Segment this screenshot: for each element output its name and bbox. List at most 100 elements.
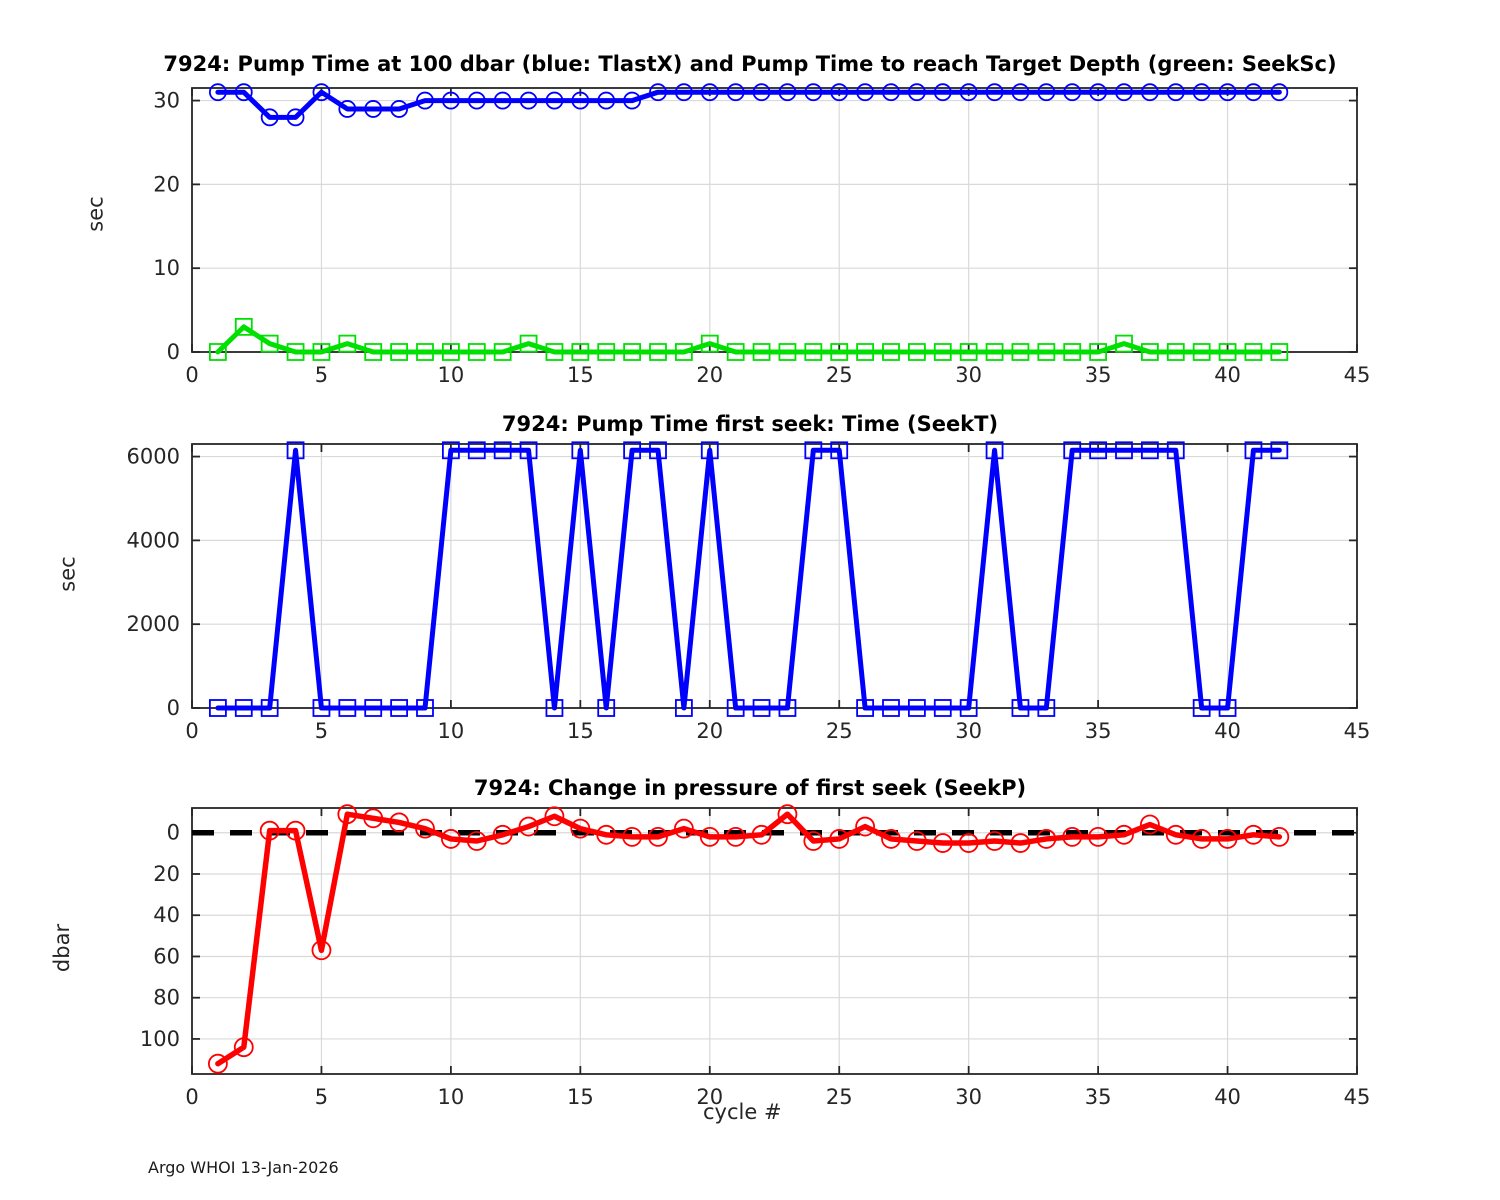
data-point-marker	[933, 343, 952, 361]
x-tick-label: 25	[826, 363, 853, 387]
x-tick-label: 15	[567, 363, 594, 387]
data-point-marker	[907, 699, 926, 717]
data-point-marker	[933, 83, 952, 102]
data-point-marker	[1166, 343, 1185, 361]
data-point-marker	[338, 334, 357, 353]
data-point-marker	[493, 91, 512, 110]
data-point-marker	[544, 806, 565, 827]
data-point-marker	[856, 699, 875, 717]
data-point-marker	[467, 91, 486, 110]
x-tick-label: 15	[567, 719, 594, 743]
data-point-marker	[311, 940, 332, 961]
data-point-marker	[597, 699, 616, 717]
data-point-marker	[726, 83, 745, 102]
x-tick-label: 20	[696, 1085, 723, 1109]
data-point-marker	[519, 91, 538, 110]
data-point-marker	[752, 699, 771, 717]
series-line-seeksc	[215, 324, 1282, 355]
x-tick-label: 45	[1344, 719, 1371, 743]
data-point-marker	[389, 812, 410, 833]
data-point-marker	[1063, 441, 1082, 460]
data-point-marker	[725, 826, 746, 847]
data-point-marker	[441, 91, 460, 110]
data-point-marker	[1115, 441, 1133, 460]
data-point-marker	[518, 816, 539, 837]
data-point-marker	[778, 699, 797, 717]
panel-1-ylabel: sec	[83, 196, 108, 232]
data-point-marker	[751, 824, 772, 845]
data-point-marker	[1011, 343, 1030, 361]
data-point-marker	[856, 343, 875, 361]
y-tick-label: 6000	[127, 445, 180, 469]
data-point-marker	[285, 820, 306, 841]
panel-pump-time-100dbar: 7924: Pump Time at 100 dbar (blue: Tlast…	[0, 52, 1500, 392]
data-point-marker	[1270, 441, 1289, 460]
data-point-marker	[390, 100, 409, 118]
data-point-marker	[984, 831, 1005, 851]
axes-box	[191, 443, 1358, 709]
y-tick-label: 2000	[127, 612, 180, 636]
x-tick-label: 45	[1344, 1085, 1371, 1109]
panel-1-title: 7924: Pump Time at 100 dbar (blue: Tlast…	[163, 52, 1337, 76]
x-tick-label: 25	[826, 719, 853, 743]
data-point-marker	[726, 343, 745, 361]
data-point-marker	[804, 343, 823, 361]
x-tick-label: 35	[1085, 719, 1112, 743]
data-point-marker	[1192, 83, 1211, 102]
data-point-marker	[1270, 83, 1289, 102]
data-point-marker	[467, 343, 486, 361]
data-point-marker	[260, 108, 279, 127]
data-point-marker	[208, 343, 227, 361]
series-line-seekt	[215, 447, 1282, 711]
data-point-marker	[959, 699, 978, 717]
data-point-marker	[441, 343, 460, 361]
data-point-marker	[1218, 343, 1237, 361]
data-point-marker	[1166, 83, 1185, 102]
data-point-marker	[622, 826, 643, 847]
data-point-marker	[959, 343, 978, 361]
data-point-marker	[234, 83, 253, 102]
x-tick-label: 5	[315, 1085, 328, 1109]
panel-2-plot: 0 5 10 15 20 25 30 35 40 45 0 2000 4000 6000	[127, 441, 1371, 743]
panel-2-title: 7924: Pump Time first seek: Time (SeekT)	[501, 412, 999, 436]
data-point-marker	[830, 441, 849, 460]
data-point-marker	[208, 83, 227, 102]
data-point-marker	[985, 83, 1004, 102]
data-point-marker	[985, 441, 1004, 460]
data-point-marker	[337, 804, 358, 825]
data-point-marker	[1140, 441, 1159, 460]
data-point-marker	[674, 83, 693, 102]
data-point-marker	[649, 83, 667, 102]
y-tick-label: 20	[153, 172, 180, 196]
data-point-marker	[1166, 441, 1185, 460]
data-point-marker	[1063, 343, 1082, 361]
x-tick-label: 35	[1085, 363, 1112, 387]
data-point-marker	[1244, 343, 1263, 361]
panel-pump-time-first-seek: 7924: Pump Time first seek: Time (SeekT)…	[0, 412, 1500, 752]
y-tick-label: 100	[140, 1027, 180, 1051]
data-point-marker	[699, 826, 720, 847]
data-point-marker	[1191, 829, 1212, 849]
y-tick-label: 60	[153, 944, 180, 968]
y-tick-label: 20	[153, 862, 180, 886]
data-point-marker	[1192, 699, 1211, 717]
data-point-marker	[1062, 826, 1083, 847]
data-point-marker	[1139, 814, 1160, 835]
data-point-marker	[466, 831, 487, 851]
y-tick-label: 30	[153, 89, 180, 113]
data-point-marker	[440, 829, 461, 849]
data-point-marker	[441, 441, 460, 460]
data-point-marker	[1140, 343, 1159, 361]
data-point-marker	[959, 83, 978, 102]
axes-box	[191, 807, 1358, 1075]
data-point-marker	[338, 699, 357, 717]
data-point-marker	[649, 441, 667, 460]
panel-change-in-pressure: 7924: Change in pressure of first seek (…	[0, 776, 1500, 1136]
data-point-marker	[649, 343, 667, 361]
y-tick-label: 10	[153, 256, 180, 280]
data-point-marker	[338, 100, 357, 118]
data-point-marker	[906, 831, 927, 851]
panel-3-plot: 0 5 10 15 20 25 30 35 40 45 0 20 40 60 80 100	[140, 804, 1371, 1109]
data-point-marker	[623, 343, 642, 361]
data-point-marker	[571, 441, 590, 460]
